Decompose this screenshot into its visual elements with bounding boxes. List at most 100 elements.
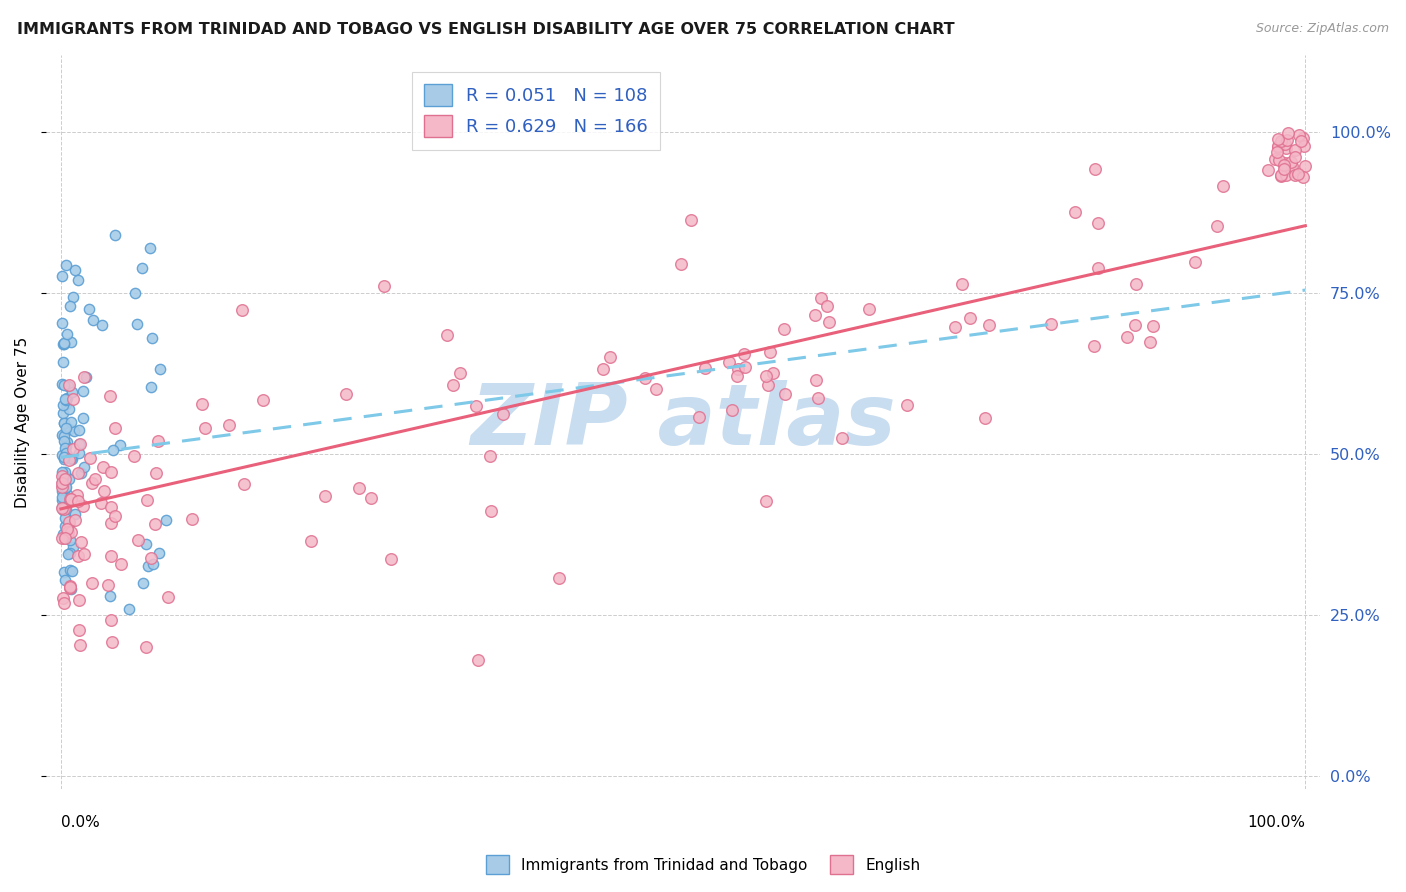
Point [53, 491, 76, 505]
Point [1083, 338, 1105, 352]
Point [51, 428, 73, 442]
Point [72, 410, 94, 425]
Point [67, 437, 90, 451]
Point [1063, 204, 1085, 219]
Point [464, 399, 486, 413]
Point [634, 371, 657, 385]
Point [53, 511, 76, 525]
Legend: R = 0.051   N = 108, R = 0.629   N = 166: R = 0.051 N = 108, R = 0.629 N = 166 [412, 71, 661, 150]
Point [599, 350, 621, 364]
Point [59, 415, 82, 429]
Point [58, 378, 80, 392]
Point [858, 302, 880, 317]
Point [1087, 216, 1109, 230]
Point [945, 319, 967, 334]
Point [547, 571, 569, 585]
Point [772, 322, 794, 336]
Point [138, 559, 160, 574]
Point [60, 582, 83, 596]
Point [1139, 334, 1161, 349]
Point [66, 467, 89, 481]
Point [51, 316, 73, 330]
Point [721, 403, 744, 417]
Point [1284, 150, 1306, 164]
Point [146, 434, 169, 449]
Point [52, 526, 75, 541]
Point [63, 507, 86, 521]
Point [314, 489, 336, 503]
Point [1267, 153, 1289, 167]
Point [141, 550, 163, 565]
Point [51, 269, 73, 284]
Point [108, 437, 131, 451]
Point [53, 501, 76, 516]
Point [56, 522, 79, 536]
Point [55, 480, 77, 494]
Point [679, 213, 702, 227]
Point [55, 258, 77, 272]
Point [55, 327, 77, 342]
Point [55, 420, 77, 434]
Point [479, 450, 502, 464]
Point [72, 384, 94, 398]
Point [59, 533, 82, 548]
Point [90, 318, 112, 333]
Point [104, 509, 127, 524]
Point [1274, 141, 1296, 155]
Point [104, 421, 127, 435]
Point [1205, 219, 1227, 234]
Point [773, 387, 796, 401]
Text: 0.0%: 0.0% [60, 814, 100, 830]
Point [52, 596, 75, 610]
Point [125, 317, 148, 331]
Point [67, 623, 90, 637]
Point [1267, 139, 1289, 153]
Point [63, 424, 86, 438]
Point [53, 378, 76, 392]
Point [91, 459, 114, 474]
Point [58, 516, 80, 531]
Point [59, 578, 82, 592]
Point [90, 496, 112, 510]
Point [51, 500, 73, 515]
Point [67, 549, 90, 563]
Point [759, 344, 782, 359]
Point [59, 299, 82, 313]
Point [148, 545, 170, 559]
Point [56, 379, 79, 393]
Point [131, 260, 153, 275]
Point [727, 362, 749, 376]
Point [100, 613, 122, 627]
Point [734, 359, 756, 374]
Point [762, 366, 785, 380]
Point [55, 469, 77, 483]
Point [142, 557, 165, 571]
Point [63, 263, 86, 277]
Legend: Immigrants from Trinidad and Tobago, English: Immigrants from Trinidad and Tobago, Eng… [479, 849, 927, 880]
Point [67, 273, 90, 287]
Point [73, 370, 96, 384]
Point [58, 422, 80, 436]
Point [815, 300, 838, 314]
Point [1125, 277, 1147, 291]
Point [1284, 143, 1306, 157]
Point [53, 519, 76, 533]
Point [59, 525, 82, 540]
Point [190, 396, 212, 410]
Point [52, 398, 75, 412]
Point [1284, 168, 1306, 182]
Point [58, 402, 80, 417]
Point [1274, 137, 1296, 152]
Point [53, 416, 76, 430]
Point [1270, 134, 1292, 148]
Point [1274, 168, 1296, 182]
Point [69, 436, 91, 450]
Point [69, 638, 91, 652]
Point [1184, 255, 1206, 269]
Text: Source: ZipAtlas.com: Source: ZipAtlas.com [1256, 22, 1389, 36]
Point [117, 601, 139, 615]
Point [104, 228, 127, 243]
Text: IMMIGRANTS FROM TRINIDAD AND TOBAGO VS ENGLISH DISABILITY AGE OVER 75 CORRELATIO: IMMIGRANTS FROM TRINIDAD AND TOBAGO VS E… [17, 22, 955, 37]
Point [66, 494, 89, 508]
Point [82, 576, 104, 591]
